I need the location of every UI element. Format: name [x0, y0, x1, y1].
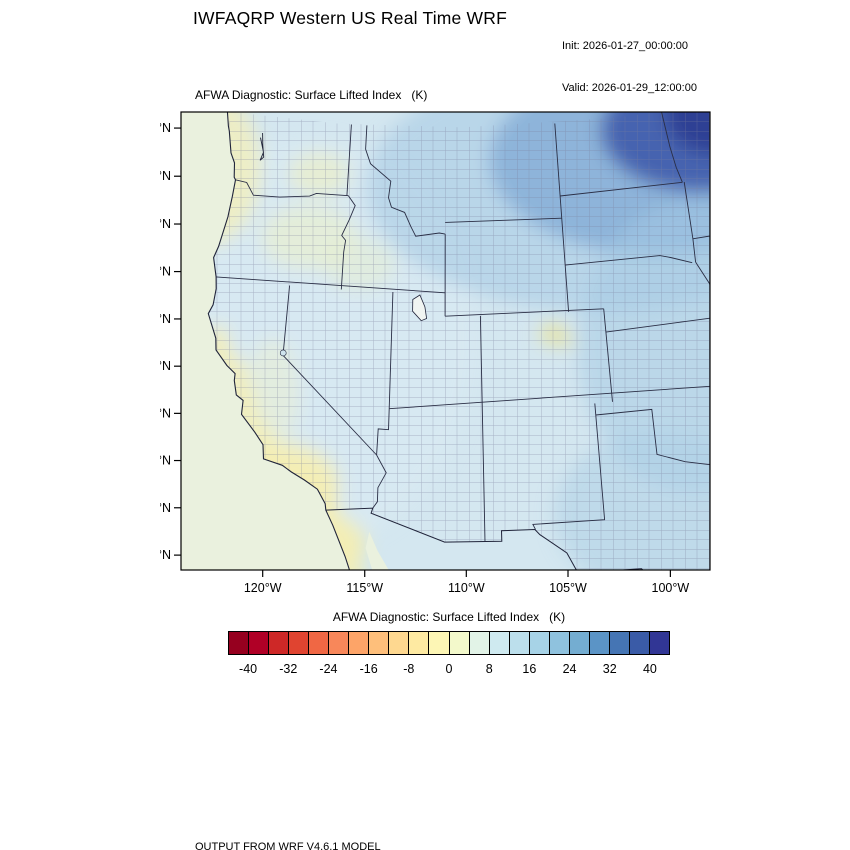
coastline — [207, 112, 351, 570]
colorbar-segment — [509, 632, 530, 654]
footer: OUTPUT FROM WRF V4.6.1 MODEL WE = 310 ; … — [195, 810, 628, 850]
colorbar-tick-label: 8 — [485, 662, 493, 676]
lat-tick-label: 36°N — [160, 406, 171, 420]
lat-tick-label: 44°N — [160, 217, 171, 231]
page-title: IWFAQRP Western US Real Time WRF — [193, 8, 507, 28]
colorbar-tick-label: -16 — [359, 662, 378, 676]
lon-tick-label: 120°W — [244, 581, 282, 595]
colorbar-segment — [429, 632, 450, 654]
valid-time-label: Valid: 2026-01-29_12:00:00 — [562, 82, 697, 94]
colorbar-segment — [289, 632, 310, 654]
colorbar-segment — [529, 632, 550, 654]
colorbar — [228, 631, 670, 655]
lat-tick-label: 32°N — [160, 501, 171, 515]
map-plot-area — [181, 112, 710, 570]
colorbar-segment — [389, 632, 410, 654]
colorbar-title: AFWA Diagnostic: Surface Lifted Index (K… — [332, 610, 566, 624]
lon-tick-label: 110°W — [448, 581, 485, 595]
colorbar-tick-label: -40 — [239, 662, 258, 676]
colorbar-segment — [589, 632, 610, 654]
lat-tick-label: 46°N — [160, 169, 171, 183]
colorbar-segment — [309, 632, 330, 654]
colorbar-segment — [369, 632, 390, 654]
map-canvas: 48°N 46°N 44°N 42°N 40°N 38°N 36°N 34°N 32°N 30°N… — [160, 111, 711, 595]
map-title: AFWA Diagnostic: Surface Lifted Index (K… — [195, 88, 428, 102]
lat-tick-label: 40°N — [160, 312, 171, 326]
colorbar-segment — [449, 632, 470, 654]
colorbar-tick-labels: -40 -32 -24 -16 -8 0 8 16 24 32 40 — [228, 662, 670, 678]
lake-tahoe — [279, 349, 287, 357]
state-borders — [216, 112, 710, 570]
lat-tick-label: 34°N — [160, 454, 171, 468]
colorbar-segment — [549, 632, 570, 654]
colorbar-tick-label: -8 — [403, 662, 415, 676]
lon-tick-label: 115°W — [346, 581, 383, 595]
colorbar-segment — [329, 632, 350, 654]
colorbar-tick-label: -32 — [279, 662, 298, 676]
colorbar-segment — [249, 632, 270, 654]
colorbar-segment — [469, 632, 490, 654]
colorbar-segment — [629, 632, 650, 654]
run-info: Init: 2026-01-27_00:00:00 Valid: 2026-01… — [562, 11, 697, 123]
colorbar-segment — [349, 632, 370, 654]
lat-tick-label: 30°N — [160, 548, 171, 562]
lat-tick-label: 48°N — [160, 121, 171, 135]
colorbar-segment — [269, 632, 290, 654]
colorbar-tick-label: 24 — [562, 662, 577, 676]
colorbar-tick-label: -24 — [319, 662, 338, 676]
lon-tick-label: 100°W — [652, 581, 690, 595]
colorbar-segment — [229, 632, 250, 654]
puget-sound — [259, 132, 265, 161]
colorbar-segment — [409, 632, 430, 654]
colorbar-tick-label: 40 — [642, 662, 657, 676]
colorbar-segment — [489, 632, 510, 654]
lat-tick-label: 38°N — [160, 359, 171, 373]
colorbar-segment — [609, 632, 630, 654]
colorbar-tick-label: 16 — [522, 662, 537, 676]
init-time-label: Init: 2026-01-27_00:00:00 — [562, 40, 688, 52]
lat-tick-label: 42°N — [160, 265, 171, 279]
lon-tick-label: 105°W — [549, 581, 587, 595]
great-salt-lake — [412, 294, 428, 322]
gulf-of-california — [365, 531, 389, 570]
model-version-line: OUTPUT FROM WRF V4.6.1 MODEL — [195, 841, 381, 850]
colorbar-segment — [649, 632, 670, 654]
map-frame — [180, 111, 711, 571]
colorbar-segment — [569, 632, 590, 654]
colorbar-tick-label: 0 — [445, 662, 453, 676]
ocean-region — [181, 112, 350, 570]
colorbar-tick-label: 32 — [602, 662, 617, 676]
